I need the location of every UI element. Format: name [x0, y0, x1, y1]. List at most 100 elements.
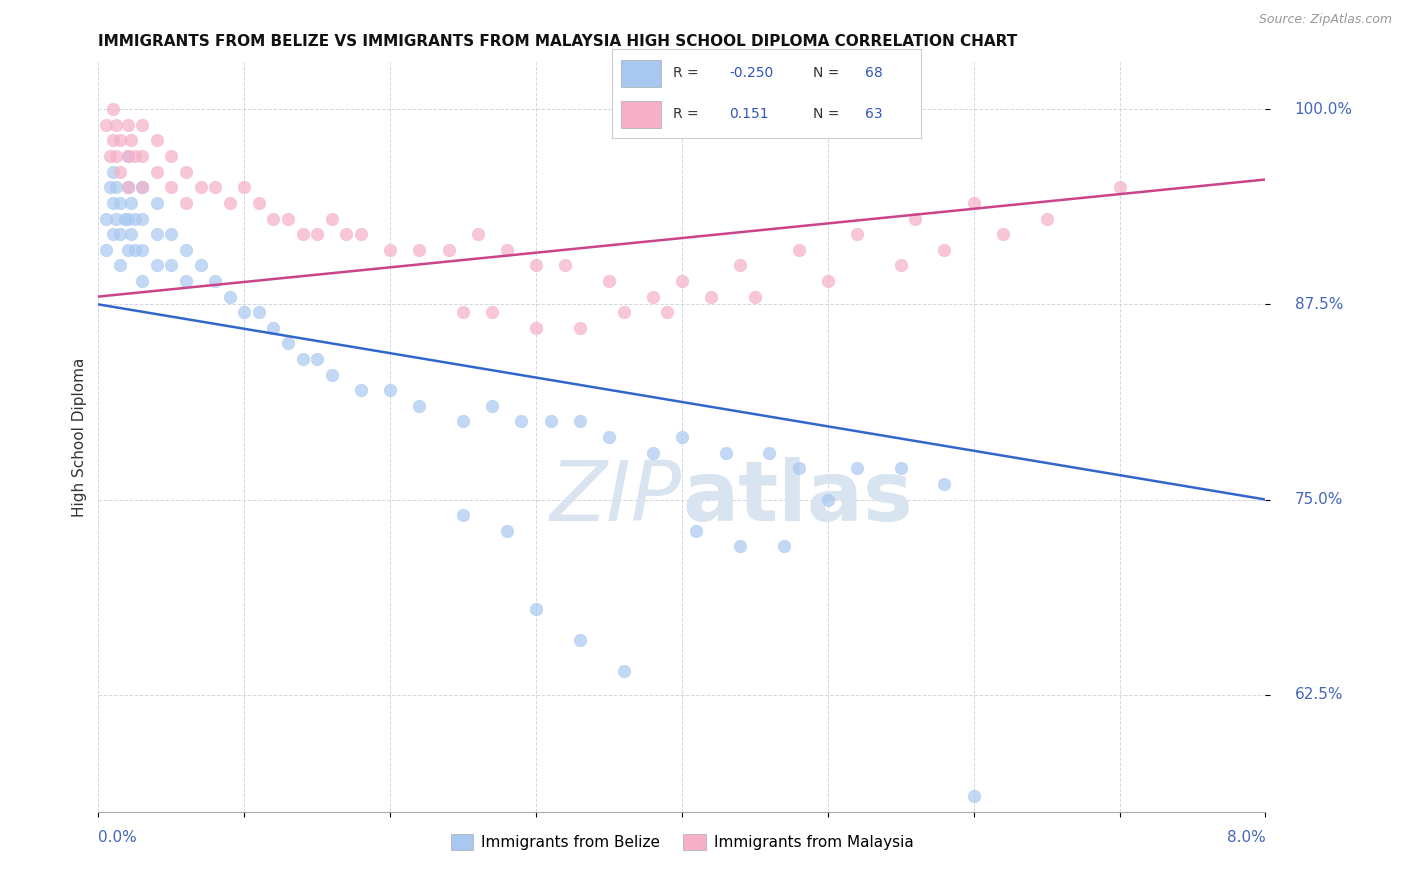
Point	[467, 227, 489, 241]
Point	[321, 211, 343, 226]
Text: 8.0%: 8.0%	[1226, 830, 1265, 846]
Point	[481, 399, 503, 413]
Point	[146, 133, 169, 147]
Point	[110, 258, 132, 272]
Point	[612, 305, 634, 319]
Point	[204, 180, 226, 194]
Point	[174, 164, 197, 178]
Point	[817, 492, 839, 507]
Point	[380, 384, 402, 398]
Point	[350, 227, 373, 241]
Point	[262, 320, 284, 334]
Point	[291, 227, 314, 241]
Point	[730, 540, 752, 554]
Point	[117, 243, 139, 257]
Point	[598, 274, 620, 288]
Point	[307, 351, 329, 366]
Point	[685, 524, 707, 538]
Point	[146, 196, 169, 211]
Point	[131, 118, 153, 132]
Point	[131, 211, 153, 226]
Legend: Immigrants from Belize, Immigrants from Malaysia: Immigrants from Belize, Immigrants from …	[444, 829, 920, 856]
Text: -0.250: -0.250	[730, 66, 773, 80]
Point	[247, 196, 270, 211]
Point	[671, 274, 693, 288]
Point	[117, 118, 139, 132]
Point	[117, 149, 139, 163]
Point	[160, 227, 183, 241]
Point	[510, 414, 533, 429]
Bar	[621, 60, 661, 87]
Point	[817, 274, 839, 288]
Point	[146, 258, 169, 272]
Point	[247, 305, 270, 319]
Point	[101, 196, 124, 211]
Point	[962, 196, 984, 211]
Point	[110, 196, 132, 211]
Text: R =: R =	[673, 107, 699, 121]
Point	[94, 243, 117, 257]
Point	[350, 384, 373, 398]
Point	[934, 243, 956, 257]
Point	[890, 258, 912, 272]
Point	[568, 414, 591, 429]
Point	[146, 227, 169, 241]
Point	[380, 243, 402, 257]
Point	[104, 180, 127, 194]
Point	[190, 180, 212, 194]
Point	[335, 227, 357, 241]
Point	[94, 211, 117, 226]
Point	[845, 461, 868, 475]
Point	[114, 211, 136, 226]
Point	[218, 289, 240, 303]
Text: 75.0%: 75.0%	[1295, 492, 1343, 507]
Point	[991, 227, 1014, 241]
Point	[641, 289, 664, 303]
Text: 0.151: 0.151	[730, 107, 769, 121]
Point	[540, 414, 562, 429]
Point	[773, 540, 796, 554]
Point	[94, 118, 117, 132]
Point	[131, 180, 153, 194]
Text: N =: N =	[813, 66, 839, 80]
Text: 87.5%: 87.5%	[1295, 297, 1343, 312]
Point	[845, 227, 868, 241]
Point	[117, 211, 139, 226]
Point	[120, 227, 142, 241]
Point	[174, 274, 197, 288]
Point	[131, 274, 153, 288]
Point	[101, 164, 124, 178]
Point	[451, 508, 474, 523]
Point	[408, 399, 430, 413]
Point	[321, 368, 343, 382]
Point	[700, 289, 723, 303]
Point	[568, 320, 591, 334]
Point	[160, 258, 183, 272]
Point	[98, 180, 121, 194]
Text: R =: R =	[673, 66, 699, 80]
Point	[262, 211, 284, 226]
Point	[98, 149, 121, 163]
Point	[110, 133, 132, 147]
Point	[437, 243, 460, 257]
Point	[496, 243, 519, 257]
Point	[890, 461, 912, 475]
Point	[101, 102, 124, 116]
Point	[131, 243, 153, 257]
Point	[934, 477, 956, 491]
Point	[787, 461, 810, 475]
Point	[233, 305, 256, 319]
Point	[124, 149, 146, 163]
Point	[714, 446, 737, 460]
Point	[451, 305, 474, 319]
Point	[124, 243, 146, 257]
Point	[568, 633, 591, 648]
Point	[160, 180, 183, 194]
Point	[277, 336, 299, 351]
Point	[641, 446, 664, 460]
Point	[598, 430, 620, 444]
Text: 100.0%: 100.0%	[1295, 102, 1353, 117]
Text: N =: N =	[813, 107, 839, 121]
Point	[117, 180, 139, 194]
Point	[101, 227, 124, 241]
